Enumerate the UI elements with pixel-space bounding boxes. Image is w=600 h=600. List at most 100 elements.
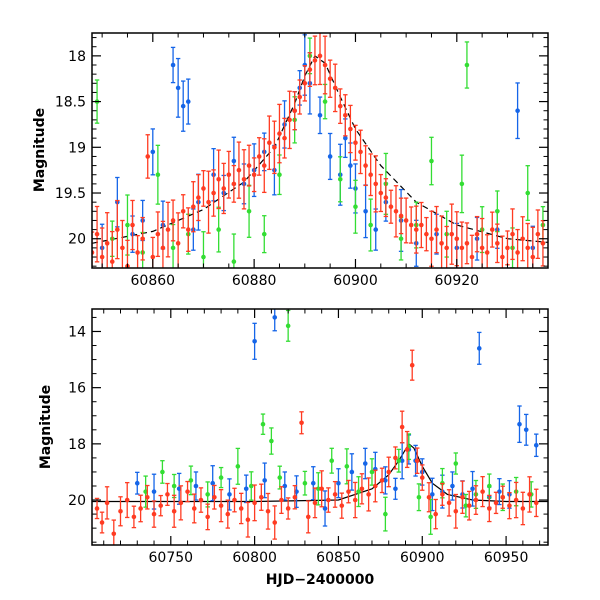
data-point xyxy=(484,234,490,268)
data-point xyxy=(366,477,371,512)
data-point xyxy=(243,474,249,504)
data-point xyxy=(150,236,156,268)
y-tick-label: 16 xyxy=(68,381,86,397)
data-point xyxy=(326,487,331,513)
data-point xyxy=(241,149,247,210)
data-point xyxy=(495,223,500,264)
data-point xyxy=(131,505,137,529)
data-point xyxy=(118,496,123,527)
data-point xyxy=(434,205,439,254)
data-point xyxy=(292,91,297,131)
data-point xyxy=(383,178,389,218)
data-point xyxy=(424,216,429,252)
data-point xyxy=(396,448,402,473)
data-point xyxy=(178,485,184,521)
data-point xyxy=(185,480,190,503)
data-point xyxy=(170,46,176,84)
data-point xyxy=(373,469,378,503)
data-point xyxy=(493,491,499,515)
y-tick-label: 19 xyxy=(68,140,86,156)
data-point xyxy=(497,478,502,506)
data-point xyxy=(158,494,164,517)
data-point xyxy=(449,203,455,265)
data-point xyxy=(205,503,210,531)
top-series-red-band xyxy=(92,33,546,268)
data-point xyxy=(429,210,434,267)
data-point xyxy=(282,471,288,501)
data-point xyxy=(327,59,333,98)
data-point xyxy=(525,222,531,268)
data-point xyxy=(155,211,161,258)
data-point xyxy=(398,197,404,235)
data-point xyxy=(285,309,291,342)
data-point xyxy=(265,492,271,530)
data-point xyxy=(487,494,492,523)
data-point xyxy=(450,471,455,501)
x-tick-label: 60900 xyxy=(400,550,445,566)
data-point xyxy=(231,164,237,203)
data-point xyxy=(454,211,460,267)
data-point xyxy=(378,173,384,213)
data-point xyxy=(218,466,224,489)
data-point xyxy=(94,497,100,520)
data-point xyxy=(505,230,510,266)
data-point xyxy=(191,181,196,233)
data-point xyxy=(408,206,414,244)
data-point xyxy=(272,309,278,332)
data-point xyxy=(302,64,308,102)
data-point xyxy=(373,208,379,251)
data-point xyxy=(235,447,241,485)
top-panel: 60860 60880 60900 60920 18 18.5 19 19.5 20 Magni… xyxy=(32,32,549,289)
data-point xyxy=(513,481,519,519)
data-point xyxy=(302,470,308,496)
data-point xyxy=(120,219,125,268)
data-point xyxy=(138,494,143,523)
data-point xyxy=(272,120,277,175)
y-tick-label: 18.5 xyxy=(55,95,86,111)
data-point xyxy=(353,179,358,234)
x-tick-label: 60750 xyxy=(149,550,194,566)
data-point xyxy=(464,41,470,89)
data-point xyxy=(227,478,232,511)
data-point xyxy=(459,221,465,268)
data-point xyxy=(362,447,368,480)
data-point xyxy=(353,124,358,161)
data-point xyxy=(191,493,197,524)
data-point xyxy=(145,484,150,510)
y-tick-label: 14 xyxy=(68,324,86,340)
data-point xyxy=(104,212,110,268)
data-point xyxy=(206,170,211,234)
data-point xyxy=(236,141,242,199)
data-point xyxy=(260,413,266,435)
data-point xyxy=(426,482,432,513)
data-point xyxy=(99,227,105,268)
y-tick-label: 18 xyxy=(68,49,86,65)
data-point xyxy=(160,220,166,268)
data-point xyxy=(404,430,410,469)
data-point xyxy=(205,481,210,508)
data-point xyxy=(185,207,191,252)
bottom-plot-frame xyxy=(91,308,549,546)
data-point xyxy=(109,230,115,268)
data-point xyxy=(111,519,117,545)
data-point xyxy=(279,486,284,515)
data-point xyxy=(500,235,505,268)
data-point xyxy=(216,149,221,210)
data-point xyxy=(386,456,392,488)
data-point xyxy=(246,144,252,187)
data-point xyxy=(344,448,350,485)
data-point xyxy=(245,501,251,538)
data-point xyxy=(474,215,480,253)
bottom-series-blue-band xyxy=(134,309,539,527)
data-point xyxy=(429,136,434,186)
data-point xyxy=(487,473,492,499)
x-axis-title: HJD−2400000 xyxy=(266,572,375,588)
data-point xyxy=(259,483,264,511)
data-point xyxy=(130,199,135,251)
data-point xyxy=(500,485,506,509)
data-point xyxy=(459,154,465,214)
data-point xyxy=(124,481,130,519)
data-point xyxy=(419,201,424,249)
data-point xyxy=(520,216,525,262)
data-point xyxy=(99,511,105,534)
